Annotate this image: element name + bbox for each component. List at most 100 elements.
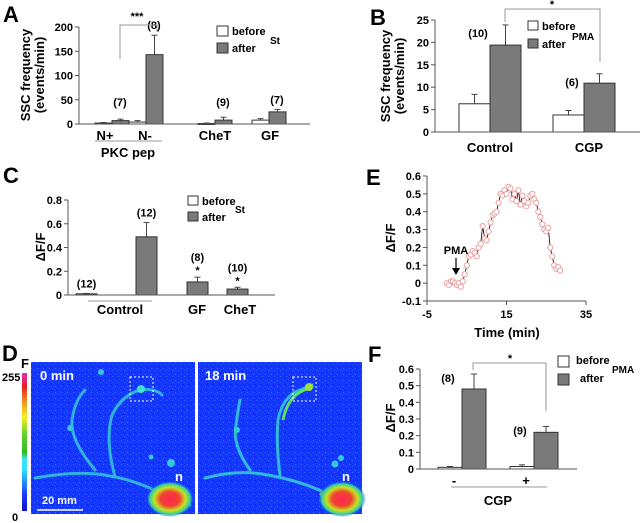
data-point [557,267,564,274]
significance-stars-f: * [508,353,513,365]
panel-e: E ΔF/F -0.1 0 0.1 0.2 0.3 0.4 0.5 0.6 -5 15 35 PMA… [366,165,592,340]
y-axis-label-a-line2: (events/min) [32,37,47,114]
bar [226,288,249,296]
bar-after [214,119,233,125]
data-point [487,219,494,226]
legend-before-c: before [202,196,236,208]
x-axis-label-e: Time (min) [474,325,540,340]
y-axis-label-c: ΔF/F [33,233,48,262]
data-point [459,278,466,285]
legend-after-a: after [232,43,257,55]
bar-after [489,44,522,133]
y-tick-label: 150 [55,46,73,58]
significance-bracket-a [119,24,158,59]
significance-star: * [235,275,240,287]
group-label-a: PKC pep [101,145,155,160]
y-tick-label: 0.2 [399,431,414,443]
bar-after [268,111,287,125]
data-point [493,208,500,215]
data-point [513,197,520,205]
y-tick-label: 0.4 [47,243,63,255]
bar [135,236,158,296]
legend-condition-f: PMA [612,365,634,376]
y-tick-label: 0 [67,119,73,131]
data-point [511,190,518,197]
data-point [549,253,556,260]
y-tick-label: 0.8 [47,195,62,207]
x-category-label: GF [188,302,206,317]
data-point [495,199,502,206]
y-tick-label: 0 [56,290,62,302]
data-point [461,271,468,278]
x-category-label: GF [261,128,279,143]
colorbar-max-label: 255 [2,372,20,384]
n-label: (8) [147,20,161,32]
pma-arrow-icon [452,268,460,275]
time-label-0: 0 min [40,368,74,383]
colorbar-title: F [21,356,29,371]
data-point [483,237,490,244]
y-tick-label: 0 [408,464,414,476]
y-tick-label: 0.3 [399,414,414,426]
x-tick-label: 35 [580,309,592,321]
y-tick-label: 0 [415,278,421,290]
data-point [533,199,540,206]
panel-label-c: C [3,163,19,188]
y-tick-label: 0.4 [399,397,415,409]
data-point [477,240,484,247]
legend-before-b: before [542,21,576,33]
colorbar-min-label: 0 [12,512,18,523]
y-tick-label: 15 [417,60,429,72]
legend-swatch-before-a [216,25,229,37]
bar-before [251,119,270,125]
n-label: (10) [228,262,248,274]
y-axis-label-a-line1: SSC frequency [18,28,33,121]
legend-swatch-after-c [187,211,199,222]
x-category-label: - [452,473,456,488]
pma-annotation: PMA [444,245,469,257]
roi-box-18 [292,376,317,402]
data-point [529,190,536,197]
y-axis-label-e: ΔF/F [383,224,398,253]
data-point [517,201,524,208]
bar-before [552,114,585,133]
legend-after-f: after [580,373,605,385]
data-point [525,199,532,206]
nucleus-label-0: n [175,469,183,484]
y-axis-label-f: ΔF/F [383,404,398,433]
x-tick-label: -5 [422,309,432,321]
y-tick-label: 0.6 [47,219,62,231]
data-point [539,221,546,228]
n-label: (12) [77,278,97,290]
significance-stars-b: * [550,0,555,11]
n-label: (7) [113,97,127,109]
y-axis-label-b-line2: (events/min) [392,38,407,115]
panel-d: D F 255 0 0 min n 20 mm [2,341,366,523]
bar-after [533,431,559,470]
y-tick-label: 0.2 [47,266,62,278]
y-tick-label: 0.5 [399,381,414,393]
data-point [507,185,514,192]
data-point [457,283,464,290]
data-point [545,224,552,231]
significance-star: * [195,265,200,277]
panel-label-a: A [3,2,19,27]
panel-a: A SSC frequency (events/min) 0 50 100 150 20… [3,2,310,160]
y-tick-label: 0.2 [406,242,421,254]
n-label: (8) [191,252,205,264]
n-label: (10) [468,28,488,40]
x-category-label: CheT [224,302,257,317]
image-0-min: 0 min n 20 mm [31,362,195,517]
time-label-18: 18 min [205,368,246,383]
y-tick-label: 0.3 [406,225,421,237]
bar-after [145,54,164,125]
legend-swatch-after-f [557,373,570,386]
significance-bracket-b [504,8,601,62]
legend-swatch-before-b [527,20,539,31]
n-label: (12) [137,208,157,220]
y-tick-label: -0.1 [402,296,421,308]
x-category-label: N+ [97,128,114,143]
significance-stars-a: *** [131,11,145,23]
y-tick-label: 5 [423,105,429,117]
